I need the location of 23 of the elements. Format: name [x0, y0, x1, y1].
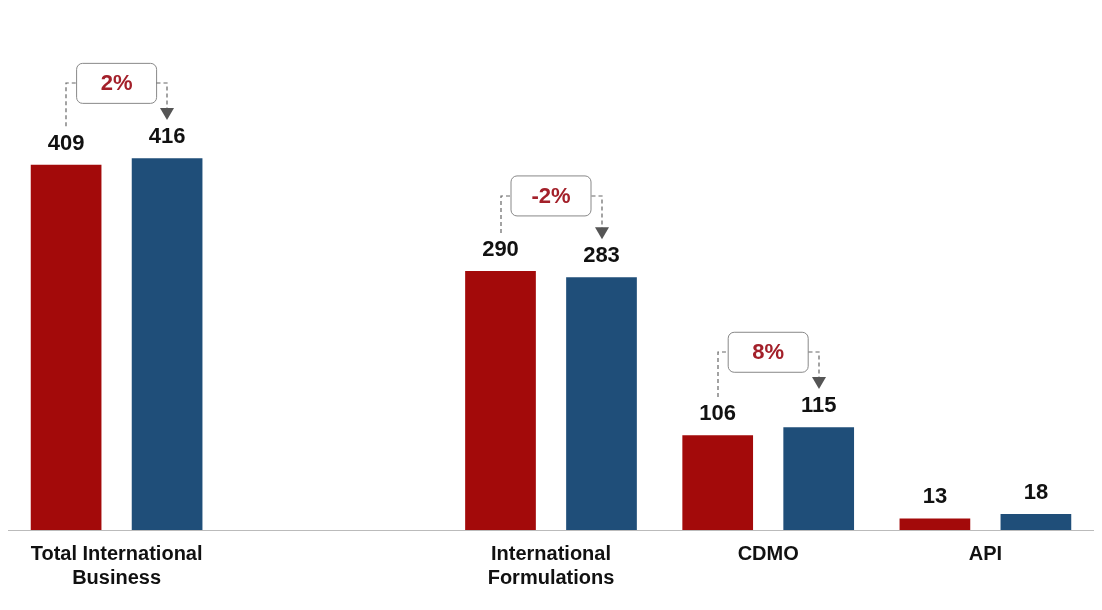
- text: 2%: [100, 70, 133, 96]
- annotation: 8%: [752, 339, 785, 365]
- bar: [783, 427, 855, 530]
- data-label: 416: [148, 123, 186, 149]
- bar: [566, 277, 637, 530]
- data-label: 409: [47, 129, 85, 155]
- bar: [899, 518, 971, 530]
- bar: [1000, 513, 1072, 530]
- x-tick-label: API: [968, 541, 1003, 564]
- data-label: 283: [583, 242, 620, 268]
- data-label: 13: [922, 483, 948, 509]
- data-label: 115: [800, 392, 837, 418]
- x-tick-label: International Formulations: [487, 541, 615, 588]
- data-label: 290: [482, 236, 519, 261]
- x-tick-label: Total International Business: [30, 541, 203, 588]
- bar: [30, 164, 102, 530]
- bar: [465, 270, 536, 530]
- x-tick-label: CDMO: [737, 541, 799, 564]
- data-label: 106: [699, 400, 737, 426]
- annotation: -2%: [531, 183, 571, 208]
- bar: [682, 435, 754, 530]
- data-label: 18: [1023, 478, 1049, 504]
- bar: [131, 158, 203, 530]
